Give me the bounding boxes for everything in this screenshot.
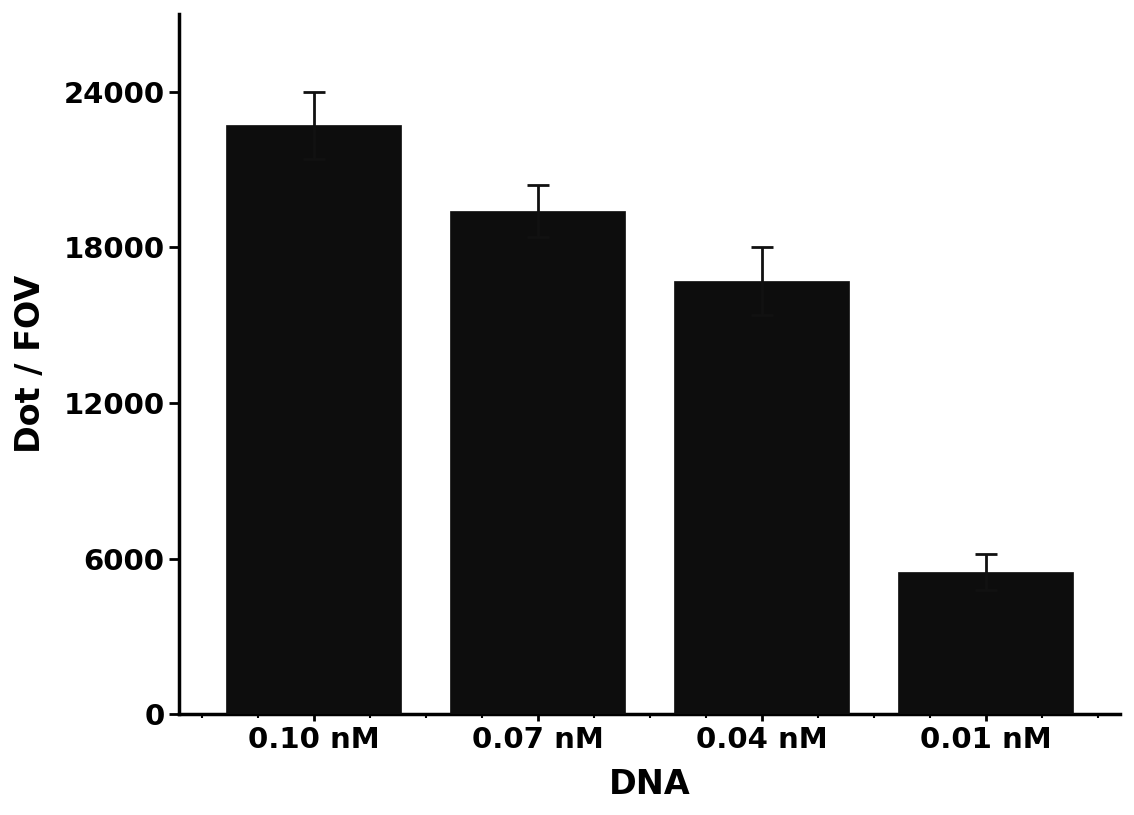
X-axis label: DNA: DNA xyxy=(609,768,691,801)
Bar xyxy=(227,126,401,715)
Bar xyxy=(675,281,849,715)
Y-axis label: Dot / FOV: Dot / FOV xyxy=(14,275,46,453)
Bar xyxy=(898,571,1073,715)
Bar xyxy=(450,211,625,715)
